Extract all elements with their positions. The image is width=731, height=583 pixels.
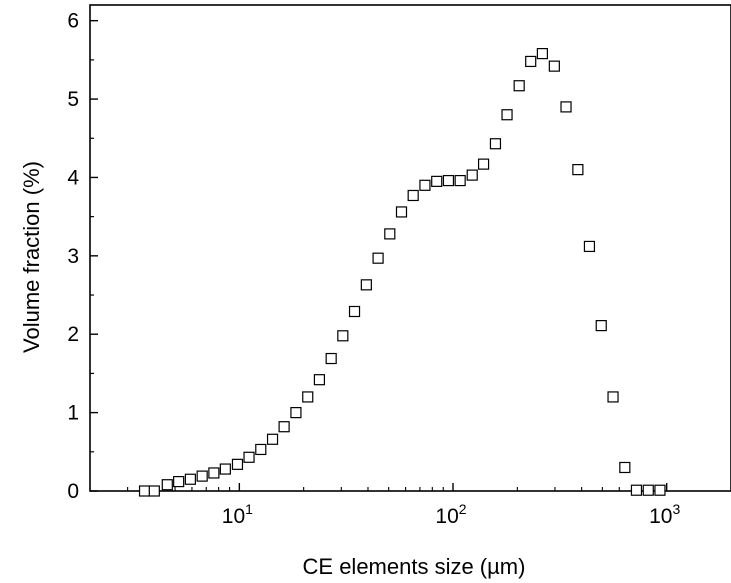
- data-point: [431, 175, 443, 187]
- data-points: [138, 47, 666, 497]
- data-point: [337, 330, 349, 342]
- data-point: [138, 485, 151, 497]
- tick-labels: 0 1 2 3 4 5 6 101 102 103: [67, 10, 680, 528]
- data-point: [419, 179, 431, 191]
- data-point: [255, 443, 267, 456]
- data-point: [466, 169, 478, 181]
- data-point: [619, 461, 631, 474]
- data-point: [489, 138, 502, 150]
- x-axis-title: CE elements size (µm): [303, 554, 526, 579]
- data-point: [407, 189, 419, 202]
- y-tick-label: 6: [67, 10, 79, 33]
- data-point: [325, 352, 337, 365]
- x-tick-label: 101: [222, 501, 253, 528]
- y-tick-label: 4: [67, 166, 79, 189]
- data-point: [196, 470, 208, 482]
- data-point: [290, 407, 302, 419]
- data-point: [360, 279, 372, 291]
- data-point: [395, 206, 408, 218]
- data-point: [208, 467, 220, 479]
- data-point: [348, 305, 361, 318]
- y-axis-title: Volume fraction (%): [19, 161, 44, 353]
- x-tick-label: 103: [649, 501, 680, 528]
- data-point: [148, 485, 160, 497]
- data-point: [548, 60, 560, 72]
- data-point: [161, 479, 173, 491]
- y-tick-label: 1: [67, 402, 79, 425]
- data-point: [654, 484, 666, 496]
- data-point: [595, 320, 607, 332]
- data-point: [560, 101, 572, 113]
- x-tick-label: 102: [435, 501, 466, 528]
- data-point: [583, 240, 596, 253]
- data-point: [372, 252, 384, 264]
- data-point: [219, 463, 231, 475]
- plot-area: [89, 4, 731, 492]
- data-point: [173, 475, 185, 488]
- data-point: [536, 47, 548, 60]
- data-point: [501, 109, 513, 121]
- plot-frame: [89, 4, 731, 492]
- data-point: [525, 55, 537, 68]
- data-point: [302, 391, 314, 403]
- data-point: [243, 451, 255, 463]
- data-point: [384, 228, 396, 240]
- data-point: [642, 484, 654, 496]
- data-point: [572, 164, 584, 176]
- data-point: [278, 421, 290, 433]
- data-point: [266, 433, 279, 445]
- data-point: [513, 80, 525, 92]
- data-point: [630, 484, 643, 496]
- y-tick-label: 3: [67, 245, 79, 268]
- data-point: [454, 174, 466, 187]
- data-point: [184, 473, 196, 485]
- y-tick-label: 5: [67, 88, 79, 111]
- y-tick-label: 2: [67, 323, 79, 346]
- data-point: [231, 458, 244, 470]
- data-point: [442, 174, 455, 187]
- data-point: [607, 391, 619, 403]
- data-point: [313, 374, 326, 386]
- y-tick-label: 0: [67, 480, 79, 503]
- data-point: [477, 158, 490, 170]
